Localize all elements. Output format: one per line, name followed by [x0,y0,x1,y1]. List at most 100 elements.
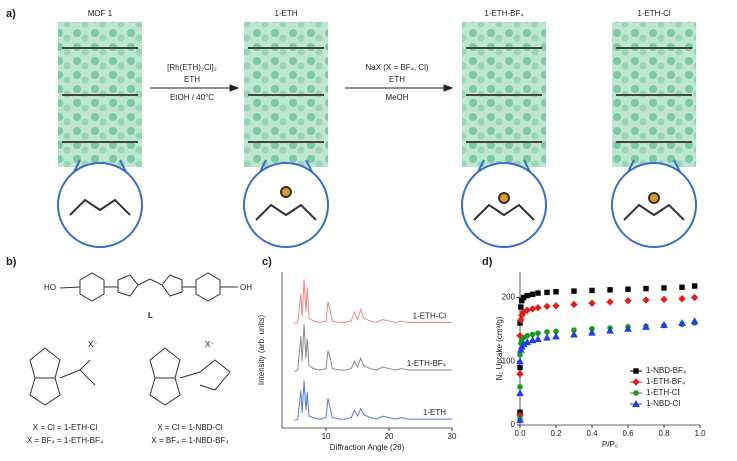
marker [516,389,524,397]
marker [690,317,699,325]
marker [544,289,550,296]
marker [691,283,698,289]
legend-label: 1-ETH-BF₄ [646,377,685,386]
marker [571,288,577,294]
marker [535,290,541,296]
marker [543,333,551,341]
marker [524,292,530,299]
marker [588,328,596,336]
marker [516,357,524,365]
x-tick-label: 0.2 [550,429,562,438]
y-tick-label: 200 [502,293,516,302]
pattern-line [294,323,452,372]
x-tick-label: 20 [385,432,394,441]
x-tick-label: 30 [448,432,457,441]
legend-marker [632,378,640,386]
atom: OH [240,283,252,292]
marker [624,324,632,332]
marker [517,352,523,358]
marker [517,364,523,371]
legend-marker [633,368,639,374]
y-axis-label: Intensity (arb. units) [257,315,266,386]
ligand-label: L [148,311,153,320]
panel-label: b) [6,256,17,268]
legend-label: 1-NBD-BF₄ [646,366,686,375]
anion: X⁻ [205,340,215,349]
marker [570,330,578,338]
marker [517,383,523,390]
marker [660,295,668,304]
pattern-line [294,380,452,422]
x-tick-label: 0.8 [658,429,670,438]
panel-label: c) [262,256,272,268]
marker [552,302,560,310]
marker [543,302,551,311]
marker [534,303,542,312]
x-tick-label: 10 [322,432,331,441]
marker [642,322,650,330]
reagent: [Rh(ETH)₂Cl]₂ [167,63,217,72]
anion: X⁻ [88,340,98,349]
marker [625,286,631,292]
caption: X = BF₄ = 1-NBD-BF₄ [151,436,228,445]
stage-label: MOF 1 [88,9,113,18]
marker [518,304,524,310]
marker [606,298,614,306]
marker [679,284,685,291]
marker [528,336,537,344]
marker [606,326,614,334]
marker [661,285,667,291]
atom: HO [44,283,56,292]
marker [570,300,578,309]
axis [281,272,452,429]
caption: X = Cl = 1-NBD-Cl [157,423,223,432]
stage-label: 1-ETH [274,9,297,18]
x-tick-label: 0.4 [586,429,598,438]
frameworks [58,22,696,167]
marker [643,285,649,292]
legend-marker [632,399,640,407]
series-label: 1-ETH-BF₄ [407,359,446,368]
reagent: ETH [389,75,405,84]
y-tick-label: 0 [511,420,516,429]
condition: MeOH [385,93,408,102]
caption: X = BF₄ = 1-ETH-BF₄ [27,436,103,445]
reagent: NaX (X = BF₄, Cl) [365,63,428,72]
marker [529,331,536,338]
marker [516,415,524,423]
stage-label: 1-ETH-Cl [637,9,671,18]
marker [535,330,541,337]
series-label: 1-ETH-Cl [413,312,447,321]
x-axis-label: Diffraction Angle (2θ) [330,443,405,452]
marker [678,318,686,326]
legend-label: 1-NBD-Cl [646,399,680,408]
marker [552,332,560,340]
marker [534,334,542,342]
structures [29,272,238,406]
x-tick-label: 0.6 [622,429,634,438]
marker [624,296,632,305]
marker [588,299,596,307]
x-tick-label: 0.0 [514,429,526,438]
caption: X = Cl = 1-ETH-Cl [33,423,98,432]
marker [553,289,559,295]
legend-marker [633,390,639,396]
reagent: ETH [184,75,200,84]
molecules [69,186,685,221]
marker [678,295,686,303]
marker [528,305,537,313]
y-tick-label: 100 [502,356,516,365]
panel-label: d) [482,256,493,268]
zoom-circles [57,159,697,248]
marker [589,287,595,294]
stage-label: 1-ETH-BF₄ [484,9,523,18]
legend-label: 1-ETH-Cl [646,388,680,397]
marker [529,291,536,298]
series-label: 1-ETH [423,408,446,417]
panel-label: a) [6,8,16,20]
marker [690,293,699,302]
marker [523,338,532,346]
x-axis-label: P/P₀ [602,440,618,449]
condition: EtOH / 40°C [170,93,214,102]
